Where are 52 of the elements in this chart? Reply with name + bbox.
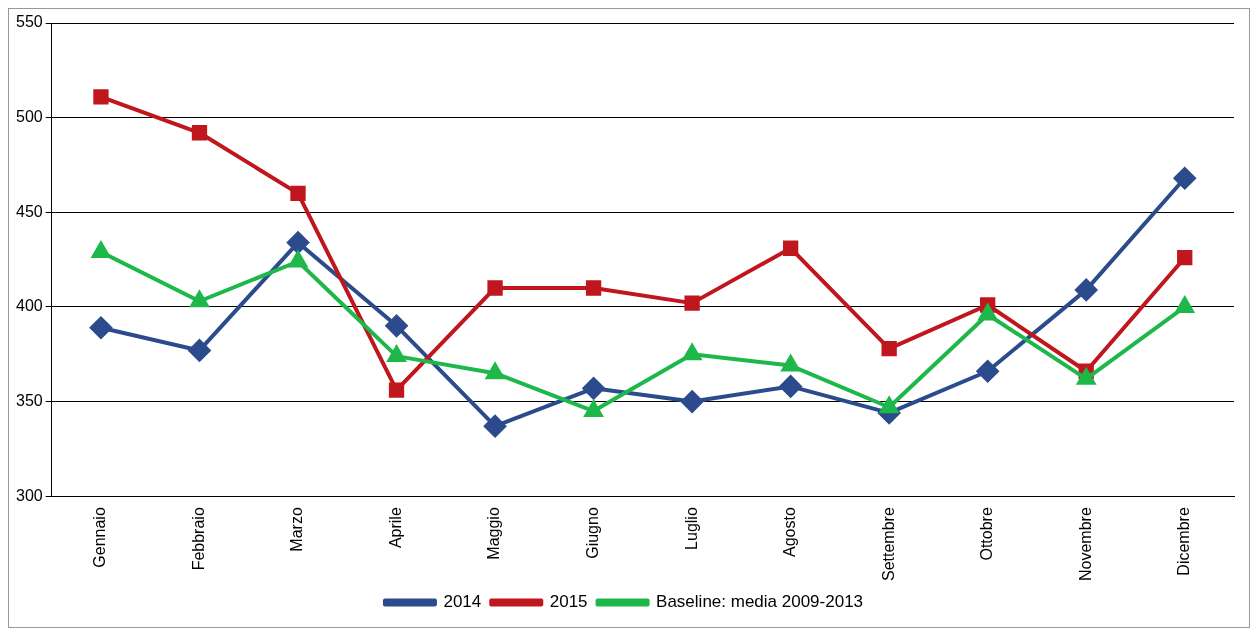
x-tick-label: Gennaio bbox=[91, 507, 109, 568]
x-tick-label: Febbraio bbox=[189, 507, 207, 571]
point bbox=[978, 304, 997, 321]
y-tick-label: 500 bbox=[15, 108, 43, 126]
point bbox=[92, 242, 110, 259]
point bbox=[1075, 278, 1098, 301]
legend-label: 2015 bbox=[549, 592, 588, 612]
point bbox=[881, 340, 897, 357]
point bbox=[1175, 296, 1194, 313]
point bbox=[289, 251, 307, 268]
point bbox=[585, 280, 602, 296]
point bbox=[582, 377, 605, 400]
point bbox=[684, 295, 700, 311]
point bbox=[486, 363, 504, 380]
point bbox=[976, 360, 999, 383]
x-tick-label: Ottobre bbox=[978, 507, 996, 561]
point bbox=[388, 382, 405, 398]
y-tick-label: 450 bbox=[15, 202, 43, 220]
point bbox=[779, 375, 802, 398]
x-tick-label: Luglio bbox=[682, 507, 700, 550]
point bbox=[782, 240, 799, 256]
point bbox=[387, 346, 406, 363]
y-tick-label: 350 bbox=[15, 391, 43, 409]
x-tick-label: Aprile bbox=[386, 507, 404, 549]
point bbox=[487, 280, 503, 296]
point bbox=[287, 231, 310, 254]
x-tick-label: Maggio bbox=[485, 507, 503, 560]
y-tick-label: 550 bbox=[15, 13, 43, 31]
point bbox=[1177, 250, 1193, 266]
legend-label: 2014 bbox=[443, 592, 482, 612]
x-tick-label: Giugno bbox=[583, 507, 601, 559]
point bbox=[681, 390, 704, 413]
point bbox=[683, 344, 702, 361]
point bbox=[190, 291, 209, 308]
x-tick-label: Agosto bbox=[781, 507, 799, 557]
point bbox=[290, 185, 306, 201]
y-tick-label: 300 bbox=[15, 486, 43, 504]
point bbox=[880, 397, 899, 414]
point bbox=[584, 401, 603, 418]
point bbox=[188, 339, 211, 362]
point bbox=[93, 89, 109, 105]
point bbox=[1173, 167, 1196, 190]
point bbox=[385, 314, 408, 337]
x-tick-label: Dicembre bbox=[1175, 507, 1193, 576]
point bbox=[191, 125, 208, 141]
point bbox=[484, 415, 507, 438]
y-tick-label: 400 bbox=[15, 297, 43, 315]
x-tick-label: Novembre bbox=[1076, 507, 1094, 581]
x-tick-label: Settembre bbox=[879, 507, 897, 581]
point bbox=[89, 316, 112, 339]
legend-label: Baseline: media 2009-2013 bbox=[656, 592, 864, 612]
x-tick-label: Marzo bbox=[288, 507, 306, 552]
